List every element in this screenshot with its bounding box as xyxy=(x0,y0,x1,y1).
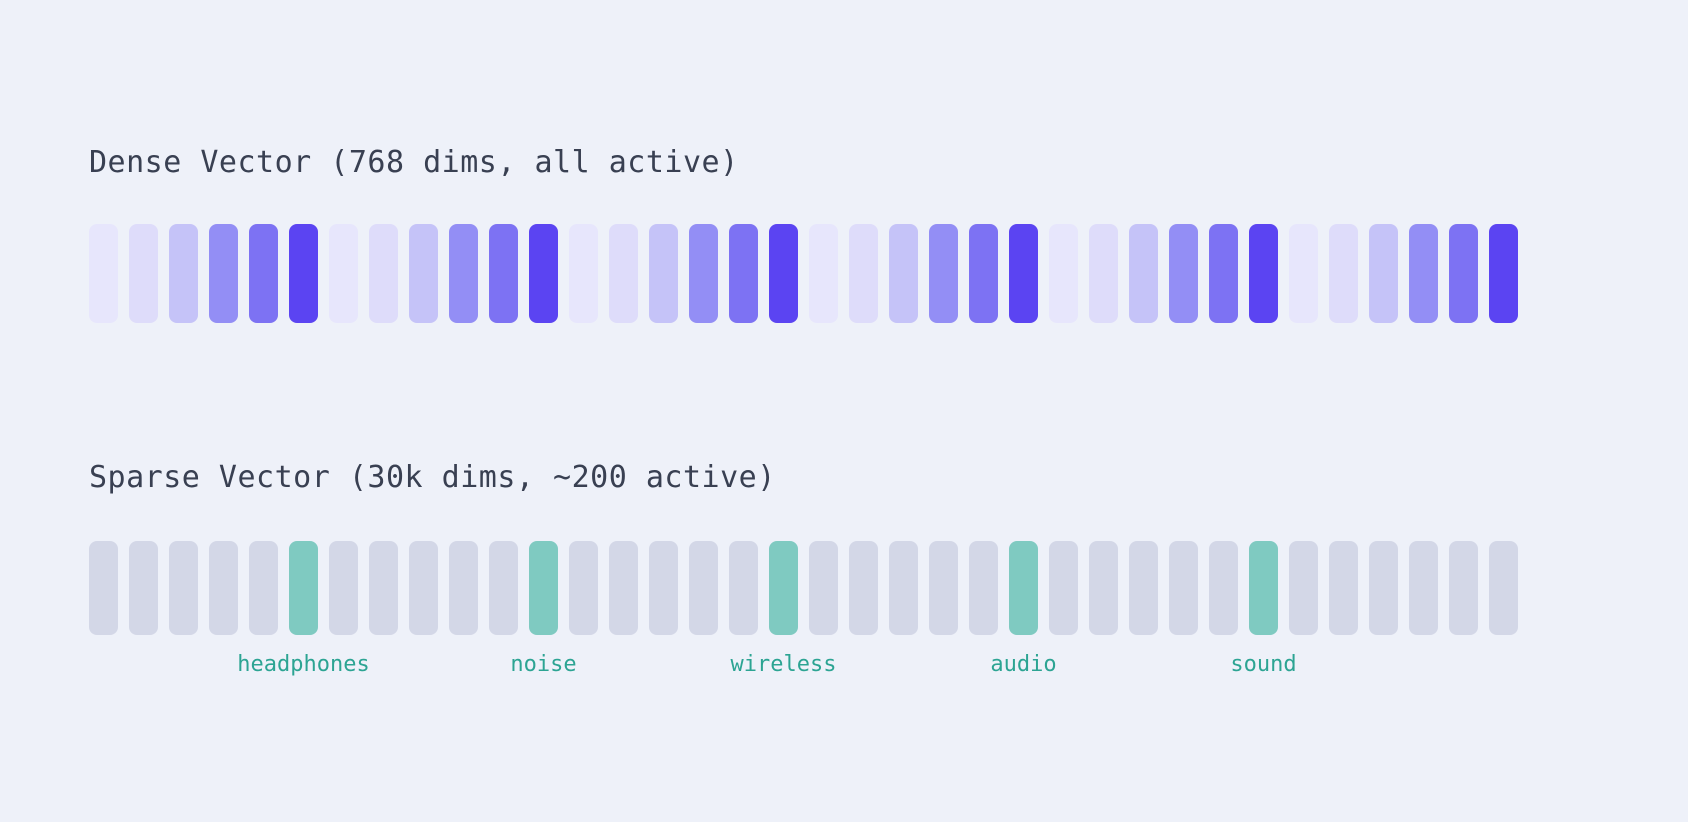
sparse-cell-inactive xyxy=(1209,541,1238,635)
sparse-cell-inactive xyxy=(1369,541,1398,635)
sparse-cell-inactive xyxy=(1289,541,1318,635)
sparse-active-label: wireless xyxy=(730,652,837,677)
sparse-cell-active xyxy=(289,541,318,635)
sparse-vector-row xyxy=(89,541,1518,635)
dense-cell xyxy=(969,224,998,323)
dense-cell xyxy=(129,224,158,323)
dense-cell xyxy=(1249,224,1278,323)
dense-cell xyxy=(529,224,558,323)
dense-cell xyxy=(1449,224,1478,323)
sparse-cell-active xyxy=(529,541,558,635)
sparse-cell-inactive xyxy=(809,541,838,635)
dense-cell xyxy=(849,224,878,323)
dense-cell xyxy=(1129,224,1158,323)
dense-vector-row xyxy=(89,224,1518,323)
sparse-cell-active xyxy=(769,541,798,635)
dense-cell xyxy=(1289,224,1318,323)
sparse-cell-inactive xyxy=(969,541,998,635)
dense-cell xyxy=(89,224,118,323)
dense-cell xyxy=(369,224,398,323)
dense-cell xyxy=(1169,224,1198,323)
sparse-cell-inactive xyxy=(489,541,518,635)
dense-cell xyxy=(1329,224,1358,323)
dense-cell xyxy=(329,224,358,323)
sparse-cell-inactive xyxy=(849,541,878,635)
dense-cell xyxy=(449,224,478,323)
sparse-cell-inactive xyxy=(729,541,758,635)
sparse-cell-inactive xyxy=(449,541,478,635)
dense-cell xyxy=(1009,224,1038,323)
sparse-cell-inactive xyxy=(1329,541,1358,635)
dense-cell xyxy=(729,224,758,323)
dense-cell xyxy=(689,224,718,323)
dense-cell xyxy=(1049,224,1078,323)
sparse-cell-inactive xyxy=(209,541,238,635)
sparse-active-label: sound xyxy=(1230,652,1297,677)
sparse-cell-inactive xyxy=(249,541,278,635)
dense-vector-title: Dense Vector (768 dims, all active) xyxy=(89,145,739,180)
sparse-cell-inactive xyxy=(689,541,718,635)
dense-cell xyxy=(609,224,638,323)
dense-cell xyxy=(889,224,918,323)
dense-cell xyxy=(1409,224,1438,323)
sparse-vector-title: Sparse Vector (30k dims, ~200 active) xyxy=(89,460,776,495)
sparse-cell-inactive xyxy=(1049,541,1078,635)
sparse-cell-inactive xyxy=(329,541,358,635)
sparse-active-label: audio xyxy=(990,652,1057,677)
sparse-cell-inactive xyxy=(1409,541,1438,635)
sparse-active-label: headphones xyxy=(237,652,370,677)
dense-cell xyxy=(1369,224,1398,323)
dense-cell xyxy=(209,224,238,323)
sparse-cell-active xyxy=(1009,541,1038,635)
sparse-cell-inactive xyxy=(569,541,598,635)
dense-cell xyxy=(649,224,678,323)
dense-cell xyxy=(249,224,278,323)
sparse-cell-inactive xyxy=(1169,541,1198,635)
sparse-cell-inactive xyxy=(929,541,958,635)
sparse-cell-inactive xyxy=(129,541,158,635)
dense-cell xyxy=(1489,224,1518,323)
sparse-cell-inactive xyxy=(1449,541,1478,635)
sparse-cell-inactive xyxy=(649,541,678,635)
sparse-cell-inactive xyxy=(1489,541,1518,635)
sparse-active-labels-row: headphones noise wireless audio sound xyxy=(89,650,1529,684)
sparse-cell-inactive xyxy=(409,541,438,635)
dense-cell xyxy=(409,224,438,323)
dense-cell xyxy=(1089,224,1118,323)
dense-cell xyxy=(809,224,838,323)
sparse-cell-inactive xyxy=(1129,541,1158,635)
dense-cell xyxy=(769,224,798,323)
sparse-cell-inactive xyxy=(1089,541,1118,635)
sparse-cell-active xyxy=(1249,541,1278,635)
dense-cell xyxy=(1209,224,1238,323)
dense-cell xyxy=(169,224,198,323)
dense-cell xyxy=(929,224,958,323)
sparse-cell-inactive xyxy=(889,541,918,635)
sparse-cell-inactive xyxy=(169,541,198,635)
sparse-cell-inactive xyxy=(609,541,638,635)
dense-cell xyxy=(569,224,598,323)
dense-cell xyxy=(489,224,518,323)
dense-cell xyxy=(289,224,318,323)
sparse-cell-inactive xyxy=(89,541,118,635)
sparse-active-label: noise xyxy=(510,652,577,677)
sparse-cell-inactive xyxy=(369,541,398,635)
